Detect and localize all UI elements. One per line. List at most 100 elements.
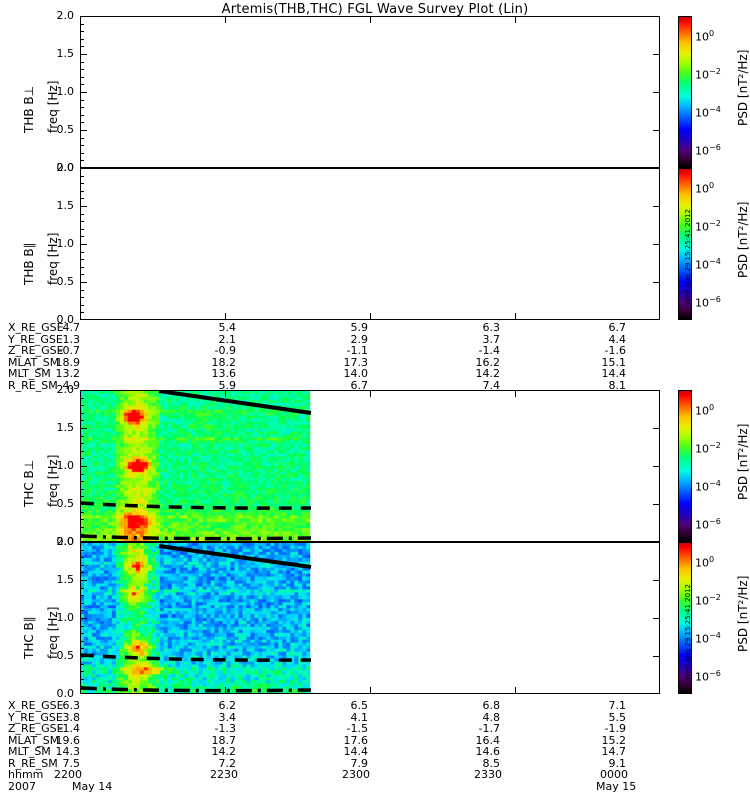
y-minor-tick bbox=[80, 304, 84, 306]
y-minor-tick bbox=[80, 686, 84, 688]
y-tick-mark bbox=[653, 466, 660, 467]
y-tick-label: 1.0 bbox=[56, 611, 75, 624]
y-minor-tick bbox=[80, 671, 84, 673]
y-tick-label: 1.5 bbox=[56, 421, 75, 434]
y-minor-tick bbox=[80, 274, 84, 276]
y-tick-mark bbox=[80, 319, 87, 320]
y-minor-tick bbox=[80, 122, 84, 124]
year-label: 2007 bbox=[8, 779, 36, 793]
y-minor-tick bbox=[80, 152, 84, 154]
panel-thc-bperp-probe-label: THC B⊥ bbox=[22, 459, 36, 507]
y-minor-tick bbox=[80, 564, 84, 566]
y-tick-label: 1.5 bbox=[56, 199, 75, 212]
colorbar-tick-label: 10−6 bbox=[695, 295, 721, 310]
y-minor-tick bbox=[80, 190, 84, 192]
y-tick-mark bbox=[80, 244, 87, 245]
y-tick-label: 0.5 bbox=[56, 649, 75, 662]
y-tick-mark bbox=[80, 167, 87, 168]
y-tick-label: 0.5 bbox=[56, 275, 75, 288]
y-tick-mark bbox=[653, 541, 660, 542]
y-minor-tick bbox=[80, 213, 84, 215]
y-minor-tick bbox=[80, 84, 84, 86]
ephemeris-value: 3.7 bbox=[482, 332, 501, 346]
y-minor-tick bbox=[80, 625, 84, 627]
y-minor-tick bbox=[80, 435, 84, 437]
ephemeris-value: 8.1 bbox=[608, 378, 627, 392]
y-tick-mark bbox=[653, 54, 660, 55]
ephemeris-value: 4.7 bbox=[62, 321, 81, 334]
y-tick-mark bbox=[653, 428, 660, 429]
panel-thb-bperp bbox=[80, 16, 660, 168]
ephemeris-value: 6.5 bbox=[350, 699, 369, 712]
y-minor-tick bbox=[80, 198, 84, 200]
y-minor-tick bbox=[80, 228, 84, 230]
x-tick-mark bbox=[225, 313, 226, 320]
render-timestamp: Wed Aug 29 15:25:41 2012 bbox=[684, 209, 692, 305]
y-minor-tick bbox=[80, 557, 84, 559]
y-tick-mark bbox=[80, 92, 87, 93]
x-tick-mark bbox=[370, 313, 371, 320]
y-tick-mark bbox=[80, 541, 87, 542]
ephemeris-value: 18.7 bbox=[211, 733, 237, 747]
ephemeris-value: 14.2 bbox=[211, 745, 237, 758]
colorbar-tick-label: 100 bbox=[695, 403, 715, 418]
y-tick-mark bbox=[653, 167, 660, 168]
y-tick-mark bbox=[80, 282, 87, 283]
y-tick-mark bbox=[653, 92, 660, 93]
y-minor-tick bbox=[80, 496, 84, 498]
y-tick-mark bbox=[653, 206, 660, 207]
half-gyrofrequency-line bbox=[81, 501, 312, 510]
y-minor-tick bbox=[80, 519, 84, 521]
ephemeris-value: 2.9 bbox=[350, 332, 369, 346]
ephemeris-value: -1.4 bbox=[58, 722, 80, 735]
ephemeris-row-label: R_RE_SM bbox=[8, 756, 58, 770]
gyrofrequency-line bbox=[158, 544, 312, 569]
y-minor-tick bbox=[80, 114, 84, 116]
y-minor-tick bbox=[80, 145, 84, 147]
x-tick-mark bbox=[80, 16, 81, 23]
y-tick-label: 1.0 bbox=[56, 85, 75, 98]
y-minor-tick bbox=[80, 405, 84, 407]
ephemeris-value: -1.9 bbox=[604, 722, 626, 735]
y-tick-label: 2.0 bbox=[56, 161, 75, 174]
ephemeris-value: 14.4 bbox=[343, 745, 369, 758]
ephemeris-value: 6.8 bbox=[482, 699, 501, 712]
colorbar-tick-label: 10−2 bbox=[695, 219, 721, 234]
x-tick-mark bbox=[515, 16, 516, 23]
y-minor-tick bbox=[80, 38, 84, 40]
date-end-label: May 15 bbox=[596, 779, 637, 793]
y-minor-tick bbox=[80, 259, 84, 261]
colorbar-tick-label: 10−4 bbox=[695, 479, 721, 494]
ephemeris-value: 13.6 bbox=[211, 367, 237, 380]
y-tick-mark bbox=[80, 504, 87, 505]
colorbar-tick-label: 10−2 bbox=[695, 593, 721, 608]
y-tick-mark bbox=[653, 656, 660, 657]
y-tick-mark bbox=[653, 319, 660, 320]
colorbar-title: PSD [nT²/Hz] bbox=[736, 49, 750, 126]
ephemeris-row-label: R_RE_SM bbox=[8, 378, 58, 392]
lower-hybrid-line bbox=[81, 534, 312, 541]
colorbar-tick-label: 10−6 bbox=[695, 517, 721, 532]
colorbar-tick-label: 100 bbox=[695, 29, 715, 44]
y-tick-label: 0.0 bbox=[56, 161, 75, 174]
y-tick-mark bbox=[80, 542, 87, 543]
y-minor-tick bbox=[80, 602, 84, 604]
y-minor-tick bbox=[80, 183, 84, 185]
y-minor-tick bbox=[80, 412, 84, 414]
y-minor-tick bbox=[80, 99, 84, 101]
ephemeris-value: -1.7 bbox=[478, 722, 500, 735]
ephemeris-row-label: Z_RE_GSE bbox=[8, 344, 64, 357]
x-tick-mark bbox=[225, 390, 226, 397]
y-tick-mark bbox=[653, 130, 660, 131]
colorbar-tick-label: 10−2 bbox=[695, 67, 721, 82]
ephemeris-value: 14.6 bbox=[475, 745, 501, 758]
x-tick-mark bbox=[80, 687, 81, 694]
y-tick-label: 0.5 bbox=[56, 497, 75, 510]
ephemeris-value: 5.4 bbox=[218, 321, 237, 334]
ephemeris-value: 7.1 bbox=[608, 699, 627, 712]
y-tick-label: 2.0 bbox=[56, 383, 75, 396]
y-tick-label: 0.0 bbox=[56, 313, 75, 326]
y-minor-tick bbox=[80, 175, 84, 177]
y-minor-tick bbox=[80, 236, 84, 238]
y-tick-mark bbox=[80, 656, 87, 657]
